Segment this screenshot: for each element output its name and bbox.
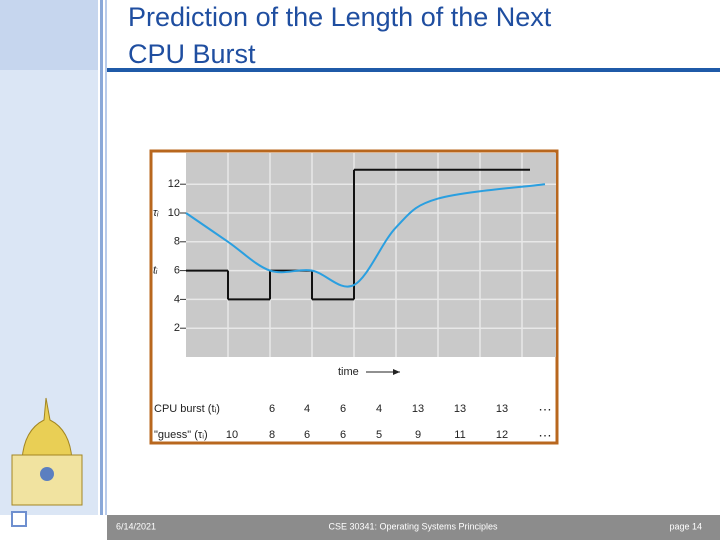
side-panel-top xyxy=(0,0,98,70)
ellipsis: … xyxy=(538,398,552,414)
slide-title: CPU Burst xyxy=(128,39,256,69)
row-label: CPU burst (tᵢ) xyxy=(154,403,220,415)
table-value: 12 xyxy=(496,429,508,441)
table-value: 13 xyxy=(412,403,424,415)
table-value: 6 xyxy=(304,429,310,441)
table-value: 13 xyxy=(454,403,466,415)
t-axis-label: tᵢ xyxy=(153,265,158,277)
y-tick-label: 10 xyxy=(168,207,180,219)
table-value: 4 xyxy=(376,403,382,415)
side-rule xyxy=(105,0,107,515)
x-axis-label: time xyxy=(338,366,359,378)
y-tick-label: 2 xyxy=(174,322,180,334)
table-value: 13 xyxy=(496,403,508,415)
table-value: 6 xyxy=(340,429,346,441)
y-tick-label: 12 xyxy=(168,178,180,190)
row-label: "guess" (τᵢ) xyxy=(154,429,208,441)
slide-title: Prediction of the Length of the Next xyxy=(128,2,552,32)
tau-axis-label: τᵢ xyxy=(153,207,159,219)
table-value: 9 xyxy=(415,429,421,441)
footer-bar xyxy=(107,515,720,540)
table-value: 8 xyxy=(269,429,275,441)
footer-date: 6/14/2021 xyxy=(116,521,156,531)
table-value: 5 xyxy=(376,429,382,441)
table-value: 4 xyxy=(304,403,310,415)
table-value: 6 xyxy=(340,403,346,415)
table-value: 6 xyxy=(269,403,275,415)
guess-curve xyxy=(185,183,546,288)
y-tick-label: 4 xyxy=(174,293,180,305)
footer-page: page 14 xyxy=(669,521,702,531)
footer-course: CSE 30341: Operating Systems Principles xyxy=(328,521,498,531)
x-axis-arrowhead xyxy=(393,369,400,375)
y-tick-label: 8 xyxy=(174,236,180,248)
table-value: 10 xyxy=(226,429,238,441)
table-value: 11 xyxy=(454,429,465,441)
side-rule xyxy=(100,0,103,515)
y-tick-label: 6 xyxy=(174,265,180,277)
plot-area xyxy=(186,153,556,357)
ellipsis: … xyxy=(538,424,552,440)
title-rule xyxy=(107,68,720,72)
dome-icon xyxy=(11,397,83,527)
